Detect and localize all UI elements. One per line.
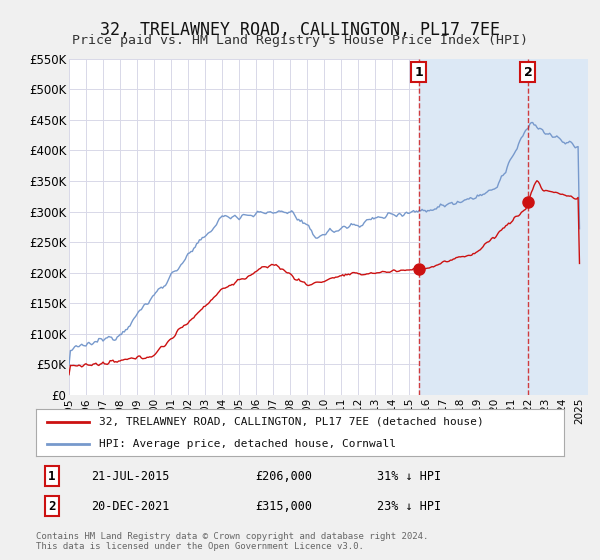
- Text: HPI: Average price, detached house, Cornwall: HPI: Average price, detached house, Corn…: [100, 438, 397, 449]
- Text: 2: 2: [524, 66, 532, 78]
- Text: 23% ↓ HPI: 23% ↓ HPI: [377, 500, 440, 512]
- Text: £315,000: £315,000: [255, 500, 312, 512]
- Text: 20-DEC-2021: 20-DEC-2021: [91, 500, 170, 512]
- Text: £206,000: £206,000: [255, 470, 312, 483]
- Text: Contains HM Land Registry data © Crown copyright and database right 2024.: Contains HM Land Registry data © Crown c…: [36, 532, 428, 541]
- Text: 21-JUL-2015: 21-JUL-2015: [91, 470, 170, 483]
- Bar: [419, 59, 588, 395]
- Text: This data is licensed under the Open Government Licence v3.0.: This data is licensed under the Open Gov…: [36, 542, 364, 551]
- Text: 32, TRELAWNEY ROAD, CALLINGTON, PL17 7EE (detached house): 32, TRELAWNEY ROAD, CALLINGTON, PL17 7EE…: [100, 417, 484, 427]
- Text: 32, TRELAWNEY ROAD, CALLINGTON, PL17 7EE: 32, TRELAWNEY ROAD, CALLINGTON, PL17 7EE: [100, 21, 500, 39]
- Text: 2: 2: [48, 500, 56, 512]
- Text: 1: 1: [48, 470, 56, 483]
- Text: 1: 1: [415, 66, 423, 78]
- Text: Price paid vs. HM Land Registry's House Price Index (HPI): Price paid vs. HM Land Registry's House …: [72, 34, 528, 46]
- Text: 31% ↓ HPI: 31% ↓ HPI: [377, 470, 440, 483]
